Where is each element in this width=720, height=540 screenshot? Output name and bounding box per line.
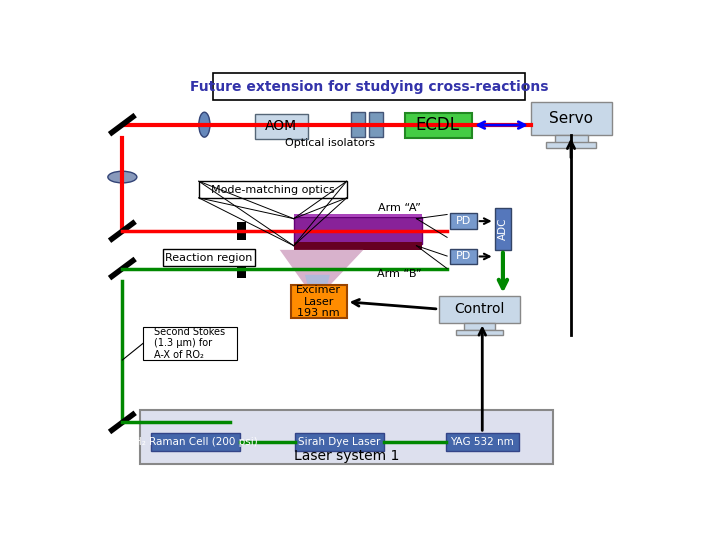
FancyBboxPatch shape	[143, 327, 237, 360]
FancyBboxPatch shape	[294, 214, 422, 218]
FancyBboxPatch shape	[213, 73, 526, 100]
FancyBboxPatch shape	[291, 285, 347, 319]
Text: Arm “A”: Arm “A”	[378, 203, 421, 213]
FancyBboxPatch shape	[450, 213, 477, 229]
FancyBboxPatch shape	[438, 295, 520, 322]
FancyBboxPatch shape	[546, 142, 596, 148]
Text: Second Stokes
(1.3 μm) for
A-X of RO₂: Second Stokes (1.3 μm) for A-X of RO₂	[154, 327, 225, 360]
Text: Sirah Dye Laser: Sirah Dye Laser	[298, 437, 381, 447]
Ellipse shape	[199, 112, 210, 137]
Text: Servo: Servo	[549, 111, 593, 126]
Text: PD: PD	[456, 252, 471, 261]
FancyBboxPatch shape	[294, 242, 422, 250]
FancyBboxPatch shape	[151, 433, 240, 451]
FancyBboxPatch shape	[446, 433, 518, 451]
Text: Control: Control	[454, 302, 505, 316]
Text: ADC: ADC	[498, 218, 508, 240]
FancyBboxPatch shape	[294, 217, 422, 244]
Text: Optical isolators: Optical isolators	[285, 138, 375, 148]
Text: Future extension for studying cross-reactions: Future extension for studying cross-reac…	[190, 79, 548, 93]
Text: AOM: AOM	[265, 119, 297, 133]
Text: ECDL: ECDL	[415, 116, 459, 134]
FancyBboxPatch shape	[554, 136, 588, 143]
FancyBboxPatch shape	[495, 208, 511, 250]
FancyBboxPatch shape	[450, 248, 477, 265]
FancyBboxPatch shape	[255, 114, 307, 139]
FancyBboxPatch shape	[369, 112, 383, 137]
Ellipse shape	[108, 171, 137, 183]
FancyBboxPatch shape	[464, 322, 495, 330]
Text: YAG 532 nm: YAG 532 nm	[451, 437, 514, 447]
FancyBboxPatch shape	[295, 433, 384, 451]
Text: H₂ Raman Cell (200 psi): H₂ Raman Cell (200 psi)	[134, 437, 257, 447]
FancyBboxPatch shape	[163, 249, 255, 266]
Polygon shape	[305, 275, 330, 285]
FancyBboxPatch shape	[405, 113, 472, 138]
FancyBboxPatch shape	[238, 259, 246, 278]
Text: Reaction region: Reaction region	[165, 253, 252, 263]
Text: Excimer
Laser
193 nm: Excimer Laser 193 nm	[297, 285, 341, 319]
Polygon shape	[280, 250, 364, 285]
FancyBboxPatch shape	[456, 329, 503, 335]
Text: PD: PD	[456, 216, 471, 226]
FancyBboxPatch shape	[531, 102, 612, 136]
FancyBboxPatch shape	[351, 112, 365, 137]
FancyBboxPatch shape	[238, 222, 246, 240]
FancyBboxPatch shape	[199, 181, 347, 198]
Text: Laser system 1: Laser system 1	[294, 449, 400, 463]
Text: Mode-matching optics: Mode-matching optics	[211, 185, 335, 194]
Text: Arm “B”: Arm “B”	[377, 268, 422, 279]
FancyBboxPatch shape	[140, 410, 553, 464]
